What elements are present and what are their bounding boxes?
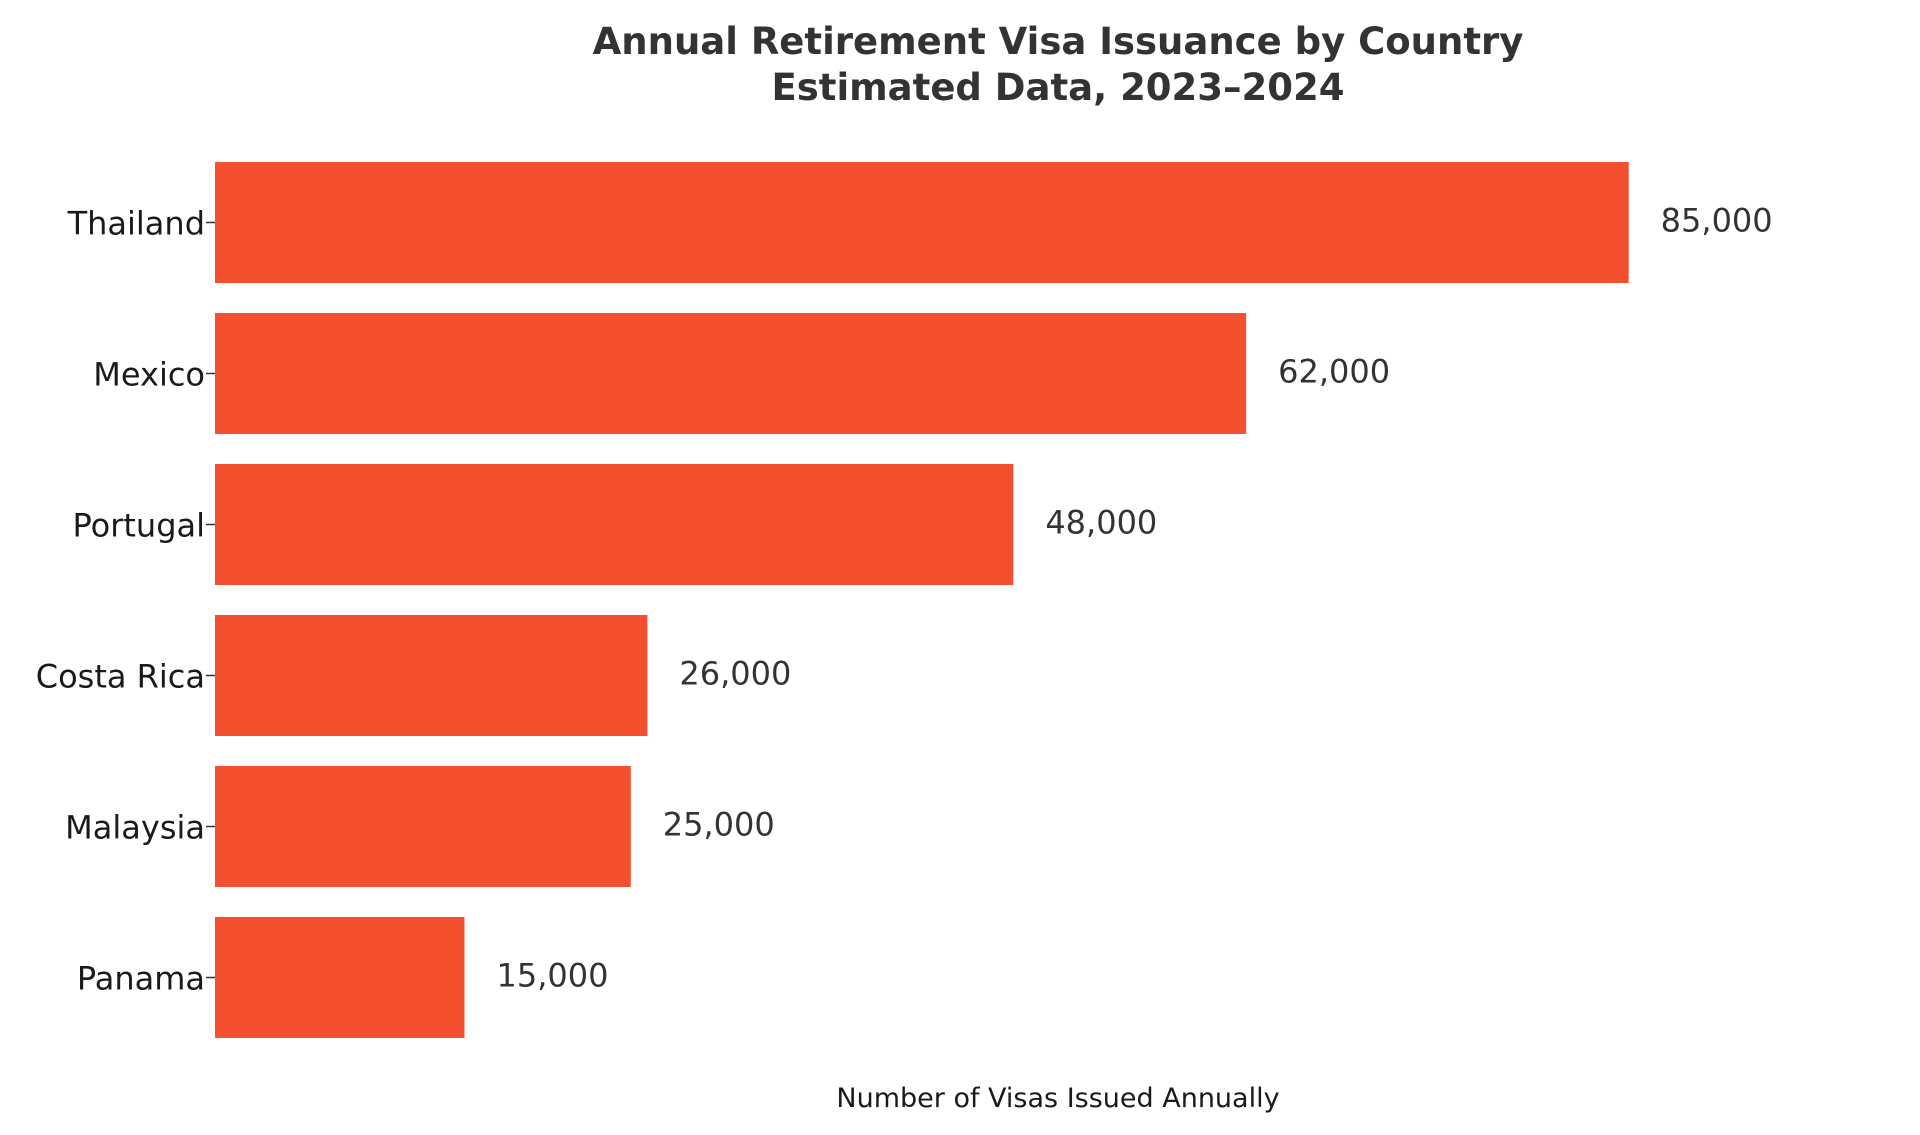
plot-area: Thailand 85,000 Mexico 62,000 Portugal 48,000… [36,162,1773,1038]
x-axis-label: Number of Visas Issued Annually [836,1083,1279,1114]
bar-panama [215,917,465,1038]
y-tick-label: Thailand [67,205,205,243]
value-label: 85,000 [1661,202,1773,240]
value-label: 62,000 [1278,353,1390,391]
bar-mexico [215,313,1247,434]
value-label: 26,000 [679,655,791,693]
y-tick-label: Panama [77,960,205,998]
bar-portugal [215,464,1014,585]
y-tick-label: Portugal [72,507,205,545]
chart-title: Annual Retirement Visa Issuance by Count… [593,20,1524,63]
value-label: 25,000 [663,806,775,844]
y-tick-label: Mexico [93,356,205,394]
y-tick-label: Malaysia [65,809,205,847]
bar-malaysia [215,766,631,887]
y-tick-label: Costa Rica [36,658,205,696]
bar-thailand [215,162,1629,283]
value-label: 48,000 [1045,504,1157,542]
bar-costa-rica [215,615,648,736]
chart-subtitle: Estimated Data, 2023–2024 [771,66,1344,109]
value-label: 15,000 [496,957,608,995]
